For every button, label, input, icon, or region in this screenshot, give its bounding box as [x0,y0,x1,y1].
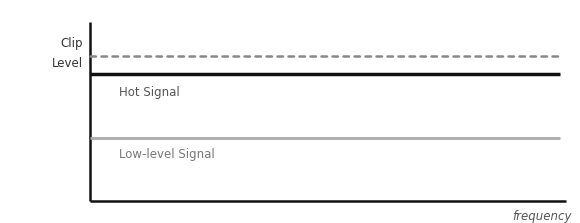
Text: Hot Signal: Hot Signal [119,86,180,99]
Text: Clip: Clip [60,37,83,50]
Text: Low-level Signal: Low-level Signal [119,148,215,161]
Text: frequency: frequency [512,210,571,223]
Text: Level: Level [52,57,83,70]
